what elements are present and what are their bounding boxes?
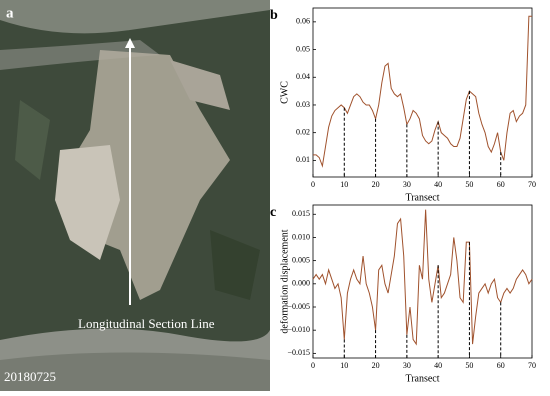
- x-tick-label: 20: [372, 361, 380, 370]
- y-tick-label: −0.010: [287, 325, 310, 334]
- x-tick-label: 30: [403, 361, 411, 370]
- panel-label: b: [270, 8, 278, 23]
- annotation: Longitudinal Section Line: [78, 316, 215, 331]
- x-tick-label: 50: [465, 180, 473, 189]
- y-tick-label: 0.005: [292, 255, 310, 264]
- x-tick-label: 30: [403, 180, 411, 189]
- y-tick-label: 0.010: [292, 232, 310, 241]
- x-tick-label: 10: [340, 361, 348, 370]
- y-tick-label: −0.005: [287, 302, 310, 311]
- y-tick-label: 0.01: [296, 155, 310, 164]
- x-axis-label: Transect: [405, 192, 439, 203]
- x-tick-label: 60: [497, 361, 505, 370]
- panel-label: c: [270, 205, 276, 220]
- x-tick-label: 70: [528, 180, 536, 189]
- panel-label: a: [6, 5, 14, 21]
- x-tick-label: 10: [340, 180, 348, 189]
- x-tick-label: 70: [528, 361, 536, 370]
- y-axis-label: deformation displacement: [279, 229, 290, 333]
- x-axis-label: Transect: [405, 373, 439, 384]
- image-date: 20180725: [4, 369, 56, 384]
- data-line: [313, 15, 532, 168]
- x-tick-label: 0: [311, 180, 315, 189]
- x-tick-label: 40: [434, 180, 442, 189]
- y-tick-label: 0.015: [292, 209, 310, 218]
- x-tick-label: 50: [465, 361, 473, 370]
- data-line: [312, 209, 533, 346]
- y-tick-label: 0.03: [296, 100, 310, 109]
- y-tick-label: 0.05: [296, 44, 310, 53]
- y-tick-label: −0.015: [287, 348, 310, 357]
- x-tick-label: 0: [311, 361, 315, 370]
- y-axis-label: CWC: [279, 81, 290, 104]
- y-tick-label: 0.000: [292, 279, 310, 288]
- plot-frame: [312, 204, 533, 359]
- x-tick-label: 20: [372, 180, 380, 189]
- y-tick-label: 0.04: [296, 72, 310, 81]
- satellite-image: [0, 0, 270, 391]
- x-tick-label: 40: [434, 361, 442, 370]
- y-tick-label: 0.02: [296, 128, 310, 137]
- plot-frame: [312, 7, 533, 178]
- y-tick-label: 0.06: [296, 17, 310, 26]
- x-tick-label: 60: [497, 180, 505, 189]
